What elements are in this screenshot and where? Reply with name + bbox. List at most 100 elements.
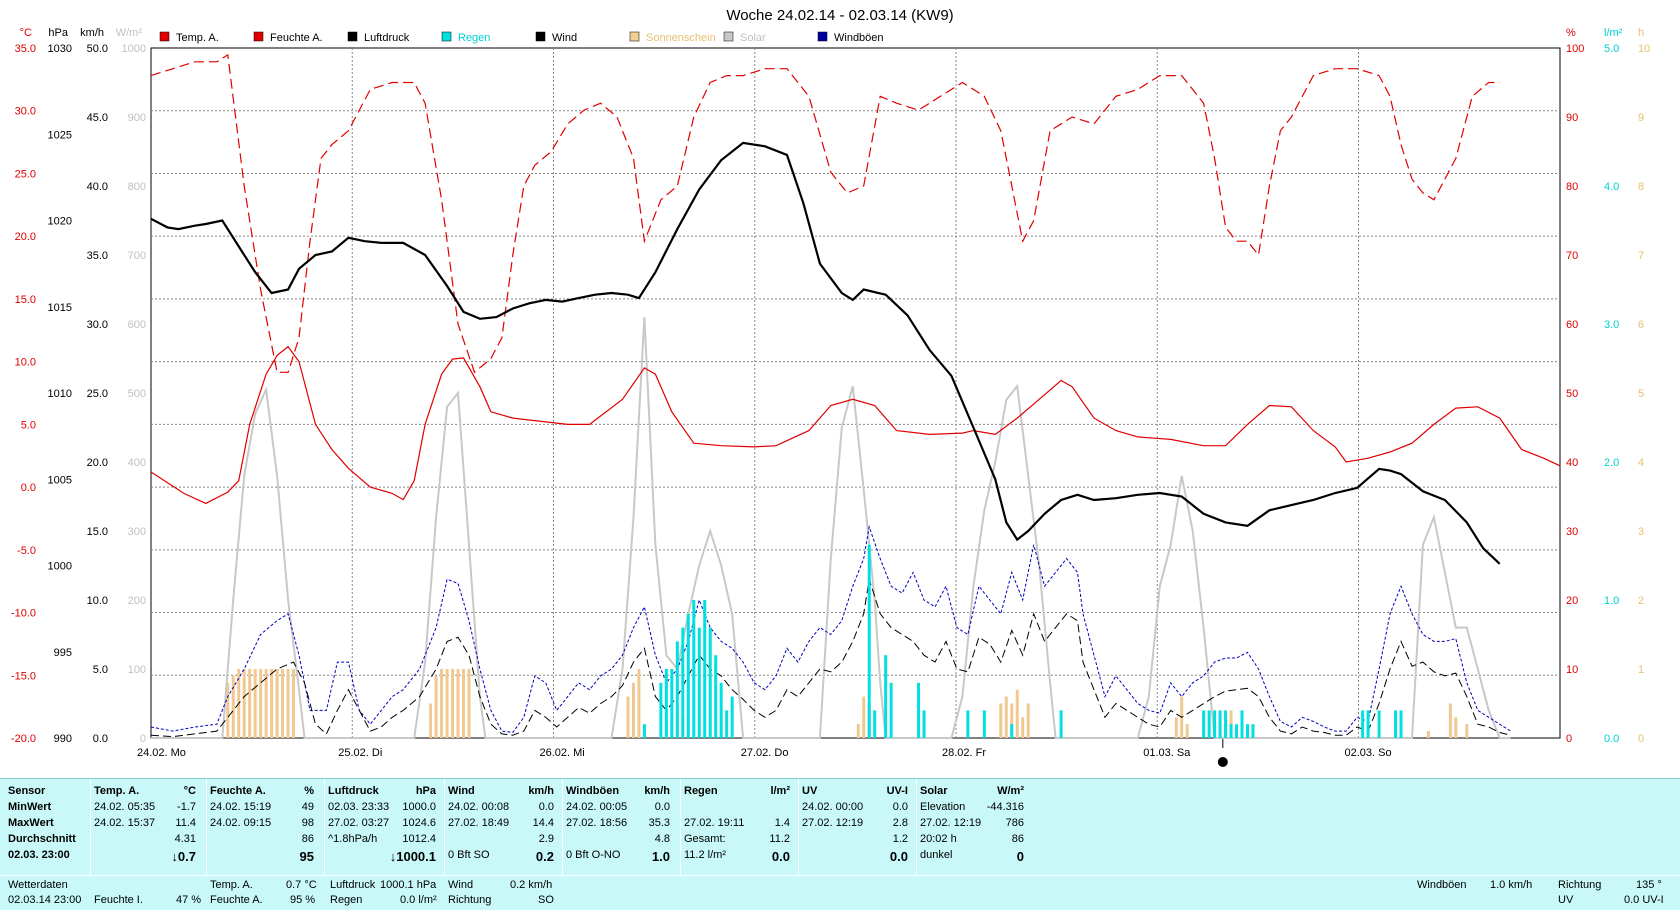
rain-bar <box>867 544 871 738</box>
footer-richtung: Richtung <box>448 894 492 906</box>
wind-tick: 45.0 <box>87 112 108 124</box>
footer-regen: Regen <box>330 894 363 906</box>
sunshine-bar <box>1465 724 1469 738</box>
sunshine-bar <box>248 669 252 738</box>
table-cell: ^1.8hPa/h 1012.4 <box>328 833 436 845</box>
table-header: UV UV-I <box>802 785 908 797</box>
rain-bar <box>1361 710 1365 738</box>
legend-swatch <box>159 31 170 42</box>
table-cell: MaxWert <box>8 817 54 829</box>
table-cell: 27.02. 03:27 1024.6 <box>328 817 436 829</box>
hum-tick: 30 <box>1566 526 1578 538</box>
table-col-wind: Wind km/h 24.02. 00:08 0.0 27.02. 18:49 14.4 2… <box>448 779 558 876</box>
footer-windboen-value: 1.0 km/h <box>1490 879 1533 891</box>
rain-bar <box>642 724 646 738</box>
wind-tick: 30.0 <box>87 319 108 331</box>
day-label: 25.02. Di <box>338 747 382 759</box>
temp-tick: 5.0 <box>21 419 36 431</box>
rain-tick: 2.0 <box>1604 457 1619 469</box>
footer-temp-a-value: 0.7 °C <box>286 879 317 891</box>
sun-tick: 10 <box>1638 43 1650 55</box>
rain-bar <box>1224 710 1228 738</box>
table-cell: 0 Bft O-NO 1.0 <box>566 849 670 864</box>
solar-tick: 200 <box>128 595 146 607</box>
rain-bar <box>1240 710 1244 738</box>
day-label: 28.02. Fr <box>942 747 986 759</box>
table-header: Wind km/h <box>448 785 554 797</box>
chart-title: Woche 24.02.14 - 02.03.14 (KW9) <box>726 7 953 24</box>
rain-bar <box>1218 710 1222 738</box>
table-separator <box>916 779 917 876</box>
wind-tick: 0.0 <box>93 733 108 745</box>
table-col-rain: Regen l/m² 27.02. 19:11 1.4 Gesamt: 11.2 11.2 … <box>684 779 794 876</box>
table-cell: 24.02. 00:00 0.0 <box>802 801 908 813</box>
axes: 24.02. Mo 25.02. Di 26.02. Mi 27.02. Do 28.0… <box>11 27 1650 767</box>
footer-feuchte-a-value: 95 % <box>290 894 316 906</box>
rain-bar <box>1377 710 1381 738</box>
temp-tick: -15.0 <box>11 670 36 682</box>
legend-swatch <box>629 31 640 42</box>
wind-unit: km/h <box>80 27 104 39</box>
rain-bar <box>686 613 690 738</box>
temp-tick: 0.0 <box>21 482 36 494</box>
table-separator <box>90 779 91 876</box>
wind-tick: 10.0 <box>87 595 108 607</box>
table-separator <box>206 779 207 876</box>
table-cell: 27.02. 19:11 1.4 <box>684 817 790 829</box>
footer-luftdruck: Luftdruck <box>330 879 376 891</box>
temperature-line <box>150 345 1561 505</box>
press-tick: 995 <box>54 647 72 659</box>
legend-swatch <box>441 31 452 42</box>
rain-bar <box>664 669 668 738</box>
sunshine-bar <box>856 724 860 738</box>
press-unit: hPa <box>48 27 68 39</box>
rain-bar <box>714 655 718 738</box>
sunshine-bar <box>631 682 635 738</box>
hum-tick: 100 <box>1566 43 1584 55</box>
table-cell: 27.02. 18:56 35.3 <box>566 817 670 829</box>
legend-swatch <box>723 31 734 42</box>
rain-bar <box>1229 724 1233 738</box>
solar-line <box>151 317 1511 739</box>
rain-bar <box>675 641 679 738</box>
sunshine-bar <box>1426 731 1430 738</box>
sunshine-bar <box>259 669 263 738</box>
temp-tick: 35.0 <box>15 43 36 55</box>
table-col-hum: Feuchte A.% 24.02. 15:19 49 24.02. 09:15 98 8… <box>210 779 318 876</box>
table-cell: 24.02. 00:08 0.0 <box>448 801 554 813</box>
hum-tick: 70 <box>1566 250 1578 262</box>
day-label: 01.03. Sa <box>1143 747 1191 759</box>
sunshine-bar <box>440 669 444 738</box>
legend-label: Sonnenschein <box>646 32 716 44</box>
sun-tick: 1 <box>1638 664 1644 676</box>
table-cell: 20:02 h 86 <box>920 833 1024 845</box>
table-cell: 24.02. 05:35 -1.7 <box>94 801 196 813</box>
wind-tick: 35.0 <box>87 250 108 262</box>
sunshine-bar <box>434 675 438 738</box>
solar-tick: 100 <box>128 664 146 676</box>
humidity-line <box>150 53 1500 374</box>
table-cell: dunkel 0 <box>920 849 1024 864</box>
sunshine-bar <box>1004 696 1008 738</box>
sunshine-bar <box>226 682 230 738</box>
hum-tick: 40 <box>1566 457 1578 469</box>
rain-bar <box>670 669 674 738</box>
sunshine-bar <box>1010 703 1014 738</box>
footer-uv-value: 0.0 UV-I <box>1624 894 1664 906</box>
temp-tick: -20.0 <box>11 733 36 745</box>
table-col-press: Luftdruck hPa 02.03. 23:33 1000.0 27.02. 03:… <box>328 779 440 876</box>
press-tick: 1030 <box>48 43 72 55</box>
solar-unit: W/m² <box>116 27 143 39</box>
solar-tick: 500 <box>128 388 146 400</box>
sun-tick: 6 <box>1638 319 1644 331</box>
table-cell: MinWert <box>8 801 52 813</box>
rain-unit: l/m² <box>1604 27 1623 39</box>
table-cell: 27.02. 18:49 14.4 <box>448 817 554 829</box>
sunshine-bar <box>292 669 296 738</box>
sun-unit: h <box>1638 27 1644 39</box>
hum-tick: 90 <box>1566 112 1578 124</box>
legend-label: Feuchte A. <box>270 32 323 44</box>
wind-line <box>150 579 1511 738</box>
table-col-solar: Solar W/m² Elevation -44.316 27.02. 12:19 786… <box>920 779 1028 876</box>
sunshine-bar <box>275 669 279 738</box>
